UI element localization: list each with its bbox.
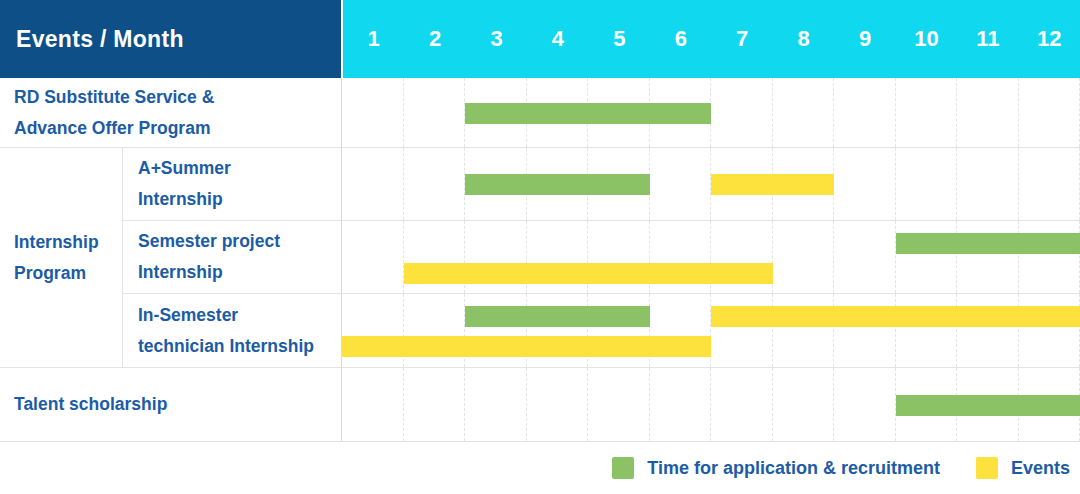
grid-column-month-5: [588, 368, 650, 441]
table-title: Events / Month: [16, 26, 184, 53]
row-rd-substitute-service-advance-offer-program: RD Substitute Service & Advance Offer Pr…: [0, 78, 1080, 148]
grid-column-month-10: [896, 294, 958, 367]
grid-column-month-11: [957, 221, 1019, 293]
month-header-1: 1: [343, 26, 404, 52]
grid-column-month-12: [1019, 78, 1080, 147]
chart-cell-a-summer-internship: [341, 148, 1080, 220]
row-semester-project-internship: Semester project Internship: [123, 221, 1080, 294]
month-header-5: 5: [589, 26, 650, 52]
chart-cell-rd-substitute-service-advance-offer-program: [341, 78, 1080, 147]
month-header-7: 7: [712, 26, 773, 52]
grid-column-month-7: [711, 368, 773, 441]
grid-column-month-8: [773, 368, 835, 441]
row-label-semester-project-internship: Semester project Internship: [123, 221, 341, 293]
row-talent-scholarship: Talent scholarship: [0, 368, 1080, 442]
month-header-3: 3: [466, 26, 527, 52]
grid-column-month-9: [834, 148, 896, 220]
grid-column-month-12: [1019, 294, 1080, 367]
row-group-internship-program: Internship ProgramA+Summer InternshipSem…: [0, 148, 1080, 368]
row-label-rd-substitute-service-advance-offer-program: RD Substitute Service & Advance Offer Pr…: [0, 78, 341, 147]
bar-event: [342, 336, 711, 357]
legend-swatch-event: [976, 457, 998, 479]
grid-column-month-1: [342, 368, 404, 441]
grid-column-month-8: [773, 221, 835, 293]
grid-column-month-1: [342, 78, 404, 147]
month-header-6: 6: [650, 26, 711, 52]
chart-cell-semester-project-internship: [341, 221, 1080, 293]
grid-column-month-1: [342, 148, 404, 220]
grid-column-month-9: [834, 368, 896, 441]
month-header-12: 12: [1019, 26, 1080, 52]
grid-column-month-12: [1019, 148, 1080, 220]
grid-column-month-3: [465, 368, 527, 441]
legend-item-events: Events: [976, 457, 1070, 479]
grid-column-month-2: [404, 148, 466, 220]
grid-column-month-9: [834, 294, 896, 367]
month-header-2: 2: [404, 26, 465, 52]
bar-event: [404, 263, 773, 284]
grid-column-month-10: [896, 148, 958, 220]
row-label-a-summer-internship: A+Summer Internship: [123, 148, 341, 220]
row-in-semester-technician-internship: In-Semester technician Internship: [123, 294, 1080, 367]
month-header-9: 9: [834, 26, 895, 52]
grid-column-month-2: [404, 78, 466, 147]
grid-column-month-12: [1019, 221, 1080, 293]
grid-column-month-9: [834, 78, 896, 147]
chart-cell-in-semester-technician-internship: [341, 294, 1080, 367]
month-header-row: 123456789101112: [343, 0, 1080, 78]
month-header-4: 4: [527, 26, 588, 52]
grid-column-month-10: [896, 78, 958, 147]
grid-column-month-10: [896, 221, 958, 293]
month-header-8: 8: [773, 26, 834, 52]
legend-swatch-application: [612, 457, 634, 479]
bar-application: [465, 103, 711, 124]
grid-column-month-7: [711, 294, 773, 367]
bar-event: [711, 306, 1080, 327]
grid-column-month-9: [834, 221, 896, 293]
grid-column-month-8: [773, 294, 835, 367]
group-label-internship-program: Internship Program: [0, 148, 123, 367]
group-rows-internship-program: A+Summer InternshipSemester project Inte…: [123, 148, 1080, 367]
legend: Time for application & recruitment Events: [0, 442, 1080, 494]
bar-event: [711, 174, 834, 195]
grid-column-month-6: [650, 368, 712, 441]
events-month-header-cell: Events / Month: [0, 0, 341, 78]
bar-application: [465, 174, 650, 195]
grid-column-month-8: [773, 78, 835, 147]
grid-column-month-2: [404, 368, 466, 441]
table-body: RD Substitute Service & Advance Offer Pr…: [0, 78, 1080, 442]
grid-column-month-7: [711, 78, 773, 147]
grid-column-month-4: [527, 368, 589, 441]
month-header-10: 10: [896, 26, 957, 52]
row-label-in-semester-technician-internship: In-Semester technician Internship: [123, 294, 341, 367]
bar-application: [465, 306, 650, 327]
bar-application: [896, 395, 1080, 416]
chart-cell-talent-scholarship: [341, 368, 1080, 441]
legend-label-events: Events: [1011, 458, 1070, 479]
grid-column-month-1: [342, 221, 404, 293]
grid-column-month-11: [957, 294, 1019, 367]
month-header-11: 11: [957, 26, 1018, 52]
row-a-summer-internship: A+Summer Internship: [123, 148, 1080, 221]
bar-application: [896, 233, 1080, 254]
grid-column-month-6: [650, 148, 712, 220]
table-header: Events / Month 123456789101112: [0, 0, 1080, 78]
legend-label-time-for-application-recruitment: Time for application & recruitment: [647, 458, 940, 479]
grid-column-month-11: [957, 148, 1019, 220]
grid-column-month-11: [957, 78, 1019, 147]
legend-item-time-for-application-recruitment: Time for application & recruitment: [612, 457, 940, 479]
row-label-talent-scholarship: Talent scholarship: [0, 368, 341, 441]
gantt-schedule-table: Events / Month 123456789101112 RD Substi…: [0, 0, 1080, 494]
